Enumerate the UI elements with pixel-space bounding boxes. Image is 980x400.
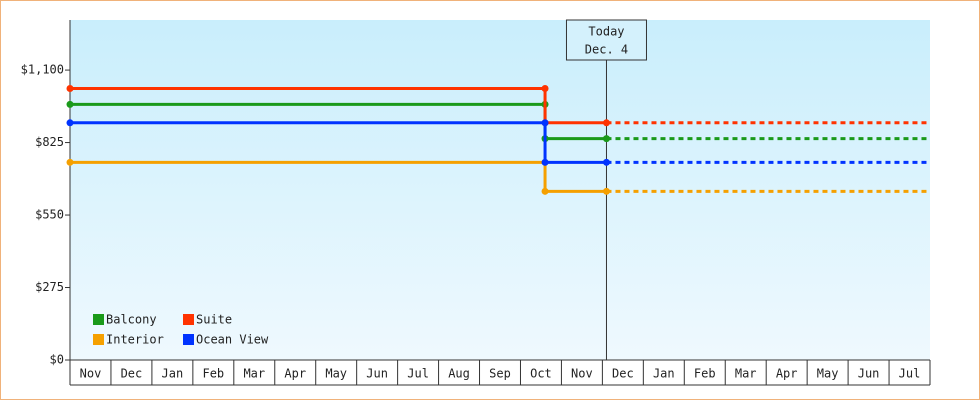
plot-area [70, 20, 930, 360]
legend-label: Balcony [106, 313, 157, 327]
x-tick-label: Dec [612, 367, 634, 381]
legend-label: Ocean View [196, 333, 269, 347]
x-tick-label: Jun [366, 367, 388, 381]
x-tick-label: May [817, 367, 839, 381]
today-box [565, 19, 647, 61]
y-tick-label: $550 [35, 208, 64, 222]
today-label: Today [588, 25, 624, 39]
point [66, 158, 74, 166]
x-tick-label: Feb [694, 367, 716, 381]
y-tick-label: $0 [50, 353, 64, 367]
series-line [70, 121, 607, 164]
point [66, 119, 74, 127]
x-tick-label: Jul [407, 367, 429, 381]
legend-swatch [93, 314, 104, 325]
series-line [70, 160, 607, 193]
point [66, 100, 74, 108]
x-tick-label: Jul [899, 367, 921, 381]
x-tick-label: Nov [571, 367, 593, 381]
x-tick-label: Nov [80, 367, 102, 381]
y-tick-label: $825 [35, 135, 64, 149]
x-tick-label: Feb [202, 367, 224, 381]
x-tick-label: Jan [653, 367, 675, 381]
x-tick-label: Apr [284, 367, 306, 381]
legend-swatch [183, 314, 194, 325]
point [66, 85, 74, 93]
x-tick-label: Jan [162, 367, 184, 381]
legend-swatch [183, 334, 194, 345]
point [602, 187, 610, 195]
x-tick-label: Oct [530, 367, 552, 381]
series-line [70, 87, 607, 125]
x-tick-label: Mar [735, 367, 757, 381]
x-tick-label: Mar [243, 367, 265, 381]
legend-label: Suite [196, 313, 232, 327]
point [602, 158, 610, 166]
x-tick-label: May [325, 367, 347, 381]
legend-swatch [93, 334, 104, 345]
x-tick-label: Aug [448, 367, 470, 381]
point [541, 85, 549, 93]
legend-label: Interior [106, 333, 164, 347]
y-tick-label: $275 [35, 280, 64, 294]
point [541, 158, 549, 166]
x-tick-label: Jun [858, 367, 880, 381]
x-tick-label: Sep [489, 367, 511, 381]
point [541, 187, 549, 195]
point [602, 135, 610, 143]
y-tick-label: $1,100 [21, 63, 64, 77]
today-label: Dec. 4 [585, 43, 628, 57]
x-tick-label: Dec [121, 367, 143, 381]
x-tick-label: Apr [776, 367, 798, 381]
point [602, 119, 610, 127]
point [541, 119, 549, 127]
